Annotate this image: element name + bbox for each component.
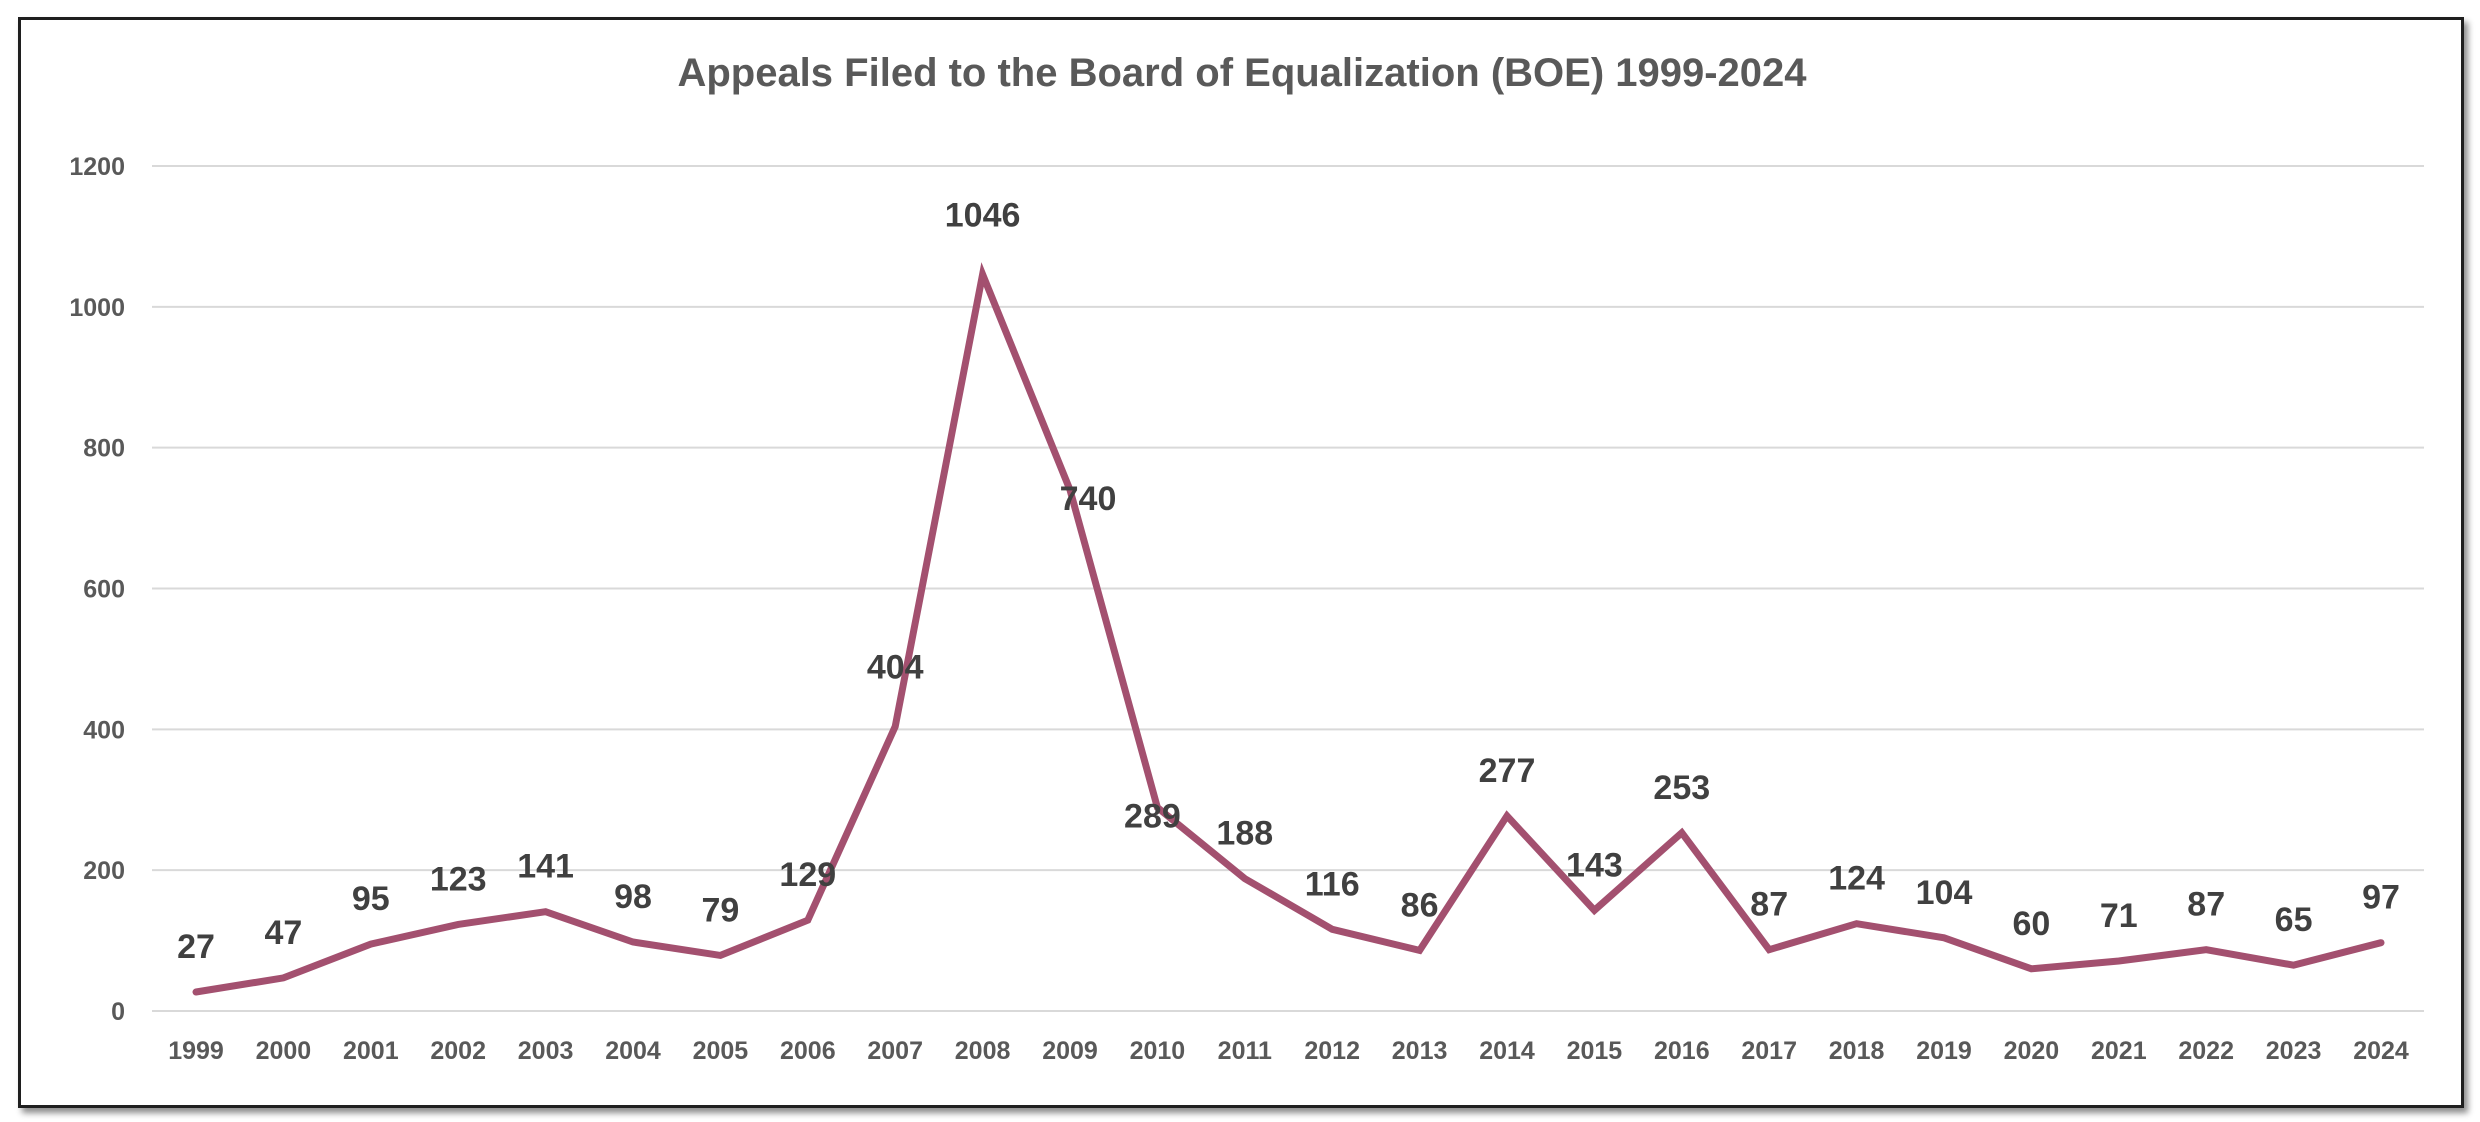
data-label: 87	[2187, 886, 2225, 924]
x-tick-label: 2008	[955, 1037, 1011, 1065]
data-label: 740	[1060, 480, 1117, 518]
data-label: 86	[1401, 886, 1439, 924]
data-label: 27	[177, 928, 215, 966]
x-tick-label: 2010	[1130, 1037, 1186, 1065]
x-tick-label: 2020	[2004, 1037, 2060, 1065]
data-labels: 27 47 95 123 141 98 79 129 404 1046 740 289 188 116 86…	[177, 196, 2400, 966]
x-tick-label: 2001	[343, 1037, 399, 1065]
x-tick-label: 2017	[1741, 1037, 1797, 1065]
y-tick-label: 800	[83, 435, 125, 463]
data-label: 60	[2012, 905, 2050, 943]
x-tick-label: 2011	[1218, 1037, 1272, 1065]
data-label: 1046	[945, 196, 1021, 234]
y-tick-label: 1000	[69, 294, 125, 322]
gridlines	[152, 165, 2424, 1012]
x-tick-label: 2019	[1916, 1037, 1972, 1065]
y-tick-label: 1200	[69, 153, 125, 181]
data-label: 404	[867, 649, 924, 687]
x-tick-label: 2005	[693, 1037, 749, 1065]
data-label: 253	[1653, 769, 1710, 807]
x-tick-label: 2009	[1042, 1037, 1098, 1065]
data-label: 289	[1124, 797, 1181, 835]
x-tick-label: 2016	[1654, 1037, 1710, 1065]
x-tick-label: 2004	[605, 1037, 661, 1065]
x-tick-label: 2018	[1829, 1037, 1885, 1065]
data-label: 124	[1828, 860, 1885, 898]
x-axis-ticks: 1999 2000 2001 2002 2003 2004 2005 2006 2007 2008…	[168, 1037, 2409, 1065]
x-tick-label: 2014	[1479, 1037, 1535, 1065]
y-axis-ticks: 0 200 400 600 800 1000 1200	[69, 153, 125, 1026]
y-tick-label: 0	[111, 998, 125, 1026]
x-tick-label: 2024	[2353, 1037, 2409, 1065]
x-tick-label: 2022	[2178, 1037, 2234, 1065]
data-label: 116	[1305, 865, 1360, 903]
y-tick-label: 400	[83, 716, 125, 744]
data-label: 123	[430, 860, 487, 898]
data-label: 65	[2275, 901, 2313, 939]
x-tick-label: 2007	[867, 1037, 923, 1065]
data-label: 104	[1916, 874, 1973, 912]
data-label: 277	[1479, 752, 1536, 790]
data-label: 47	[264, 914, 302, 952]
series-line	[192, 262, 2385, 996]
x-tick-label: 2000	[256, 1037, 312, 1065]
x-tick-label: 2002	[430, 1037, 486, 1065]
x-tick-label: 2023	[2266, 1037, 2322, 1065]
y-tick-label: 600	[83, 576, 125, 604]
series-line-layer	[192, 262, 2385, 996]
data-label: 79	[701, 891, 739, 929]
data-label: 97	[2362, 879, 2400, 917]
data-label: 71	[2100, 897, 2138, 935]
x-tick-label: 2006	[780, 1037, 836, 1065]
data-label: 188	[1216, 815, 1273, 853]
x-tick-label: 2013	[1392, 1037, 1448, 1065]
data-label: 95	[352, 880, 390, 918]
data-label: 129	[779, 856, 836, 894]
data-label: 98	[614, 878, 652, 916]
x-tick-label: 1999	[168, 1037, 224, 1065]
data-label: 143	[1566, 846, 1623, 884]
x-tick-label: 2003	[518, 1037, 574, 1065]
x-tick-label: 2021	[2091, 1037, 2147, 1065]
chart-frame	[18, 17, 2464, 1108]
y-tick-label: 200	[83, 857, 125, 885]
data-label: 141	[517, 848, 574, 886]
x-tick-label: 2015	[1567, 1037, 1623, 1065]
chart-title: Appeals Filed to the Board of Equalizati…	[677, 51, 1807, 95]
data-label: 87	[1750, 886, 1788, 924]
x-tick-label: 2012	[1304, 1037, 1360, 1065]
